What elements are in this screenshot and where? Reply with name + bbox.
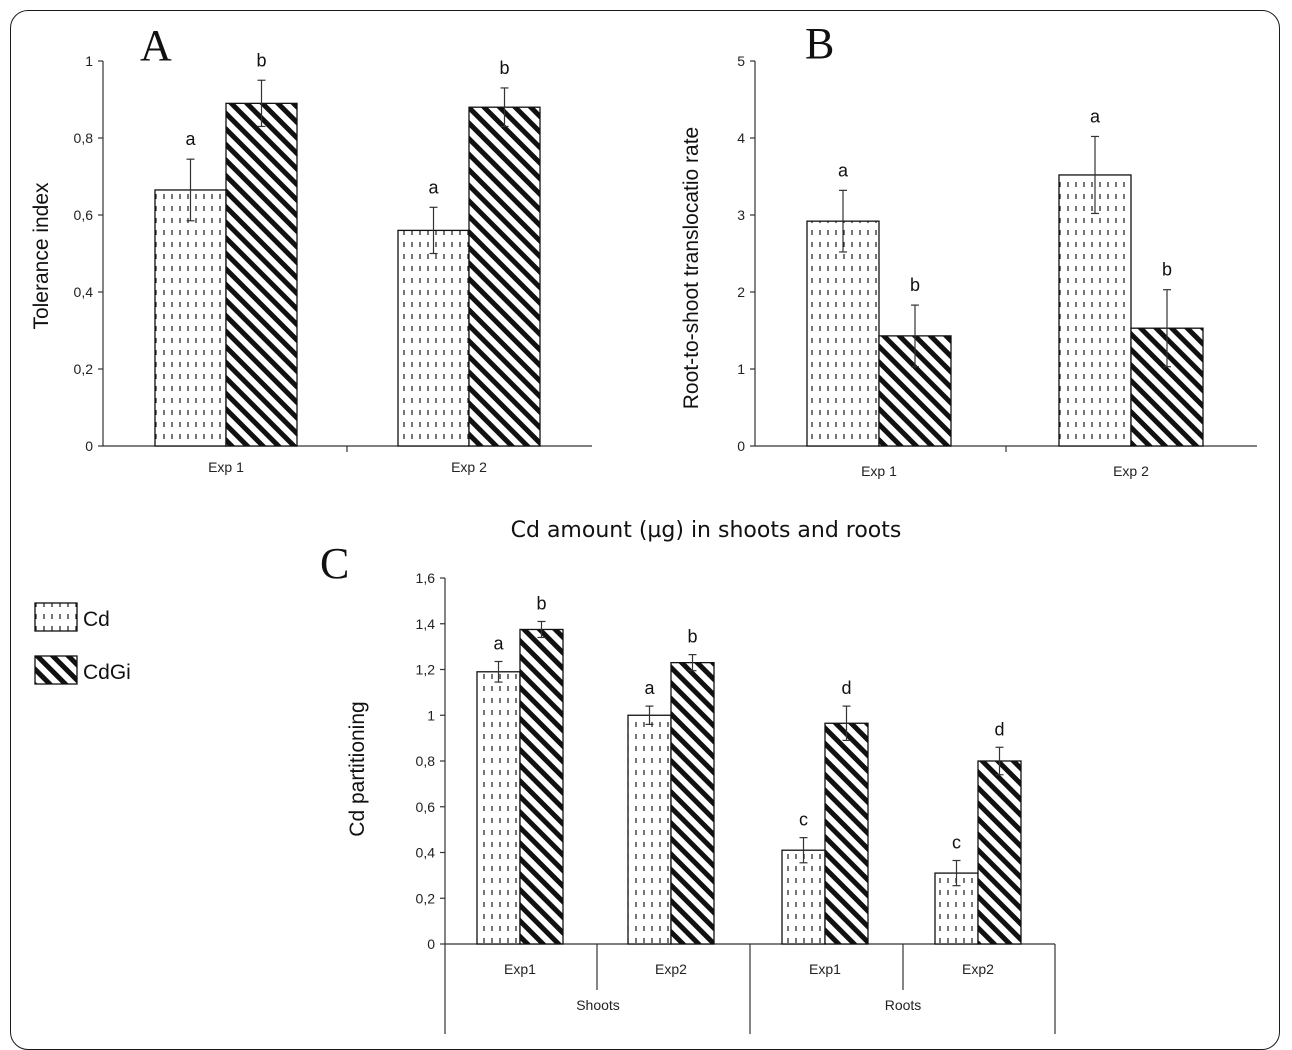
y-tick-label-c: 1 [427, 707, 435, 723]
significance-letter-a: b [499, 58, 509, 78]
legend-swatch-cd [34, 602, 78, 632]
x-tick-label-c: Exp1 [504, 961, 536, 977]
significance-letter-a: a [428, 177, 439, 197]
y-tick-label-b: 5 [737, 53, 745, 69]
significance-letter-b: a [838, 160, 849, 180]
y-tick-label-a: 0,6 [74, 207, 94, 223]
y-tick-label-c: 0,8 [416, 753, 436, 769]
y-tick-label-b: 0 [737, 438, 745, 454]
significance-letter-c: b [687, 627, 697, 647]
x-tick-label-a: Exp 2 [451, 459, 487, 475]
y-tick-label-b: 2 [737, 284, 745, 300]
bar-a-cdgi [225, 102, 298, 447]
group-label-c: Shoots [576, 997, 620, 1013]
x-tick-label-b: Exp 2 [1113, 463, 1149, 479]
x-tick-label-c: Exp1 [809, 961, 841, 977]
y-tick-label-c: 1,4 [416, 616, 436, 632]
y-tick-label-c: 0,2 [416, 890, 436, 906]
y-tick-label-a: 1 [85, 53, 93, 69]
legend: Cd CdGi [34, 602, 131, 685]
bar-c-cd [627, 714, 672, 945]
y-tick-label-c: 1,2 [416, 662, 436, 678]
group-label-c: Roots [885, 997, 922, 1013]
bar-c-cdgi [977, 760, 1022, 945]
significance-letter-a: b [256, 50, 266, 70]
significance-letter-a: a [185, 129, 196, 149]
panel-letter-c: C [320, 539, 349, 588]
x-tick-label-a: Exp 1 [208, 459, 244, 475]
significance-letter-c: d [994, 719, 1004, 739]
y-tick-label-a: 0,8 [74, 130, 94, 146]
significance-letter-b: b [1162, 260, 1172, 280]
bar-c-cdgi [670, 661, 715, 945]
significance-letter-c: a [644, 678, 655, 698]
bar-b-cd [1058, 174, 1132, 447]
x-tick-label-b: Exp 1 [861, 463, 897, 479]
legend-swatch-cdgi [34, 655, 78, 685]
bar-c-cdgi [519, 628, 564, 945]
bar-c-cd [476, 671, 521, 945]
panel-c-title: Cd amount (µg) in shoots and roots [511, 518, 902, 543]
panel-c-chart: 0 0,2 0,4 0,6 0,8 1 1,2 1,4 1,6 a b Exp1 a b Exp2 c d Exp… [416, 570, 1056, 1034]
significance-letter-c: b [536, 593, 546, 613]
significance-letter-c: c [799, 810, 808, 830]
y-tick-label-a: 0 [85, 438, 93, 454]
panel-a-chart: 0 0,2 0,4 0,6 0,8 1 a b Exp 1 a b Exp 2 [74, 50, 592, 475]
y-tick-label-b: 1 [737, 361, 745, 377]
y-tick-label-b: 3 [737, 207, 745, 223]
bar-c-cd [781, 849, 826, 945]
y-tick-label-b: 4 [737, 130, 745, 146]
y-tick-label-c: 0,4 [416, 845, 436, 861]
significance-letter-c: a [493, 633, 504, 653]
bar-a-cd [397, 229, 470, 447]
panel-b-ylabel: Root-to-shoot translocatio rate [680, 127, 703, 409]
significance-letter-c: d [841, 678, 851, 698]
bar-c-cdgi [824, 722, 869, 945]
significance-letter-c: c [952, 833, 961, 853]
panel-letter-b: B [805, 19, 834, 68]
y-tick-label-c: 0,6 [416, 799, 436, 815]
panel-b-chart: 0 1 2 3 4 5 a b Exp 1 a b Exp 2 [737, 53, 1257, 479]
x-tick-label-c: Exp2 [962, 961, 994, 977]
bar-a-cdgi [468, 106, 541, 447]
panel-c-ylabel: Cd partitioning [346, 701, 369, 836]
x-tick-label-c: Exp2 [655, 961, 687, 977]
y-tick-label-c: 0 [427, 936, 435, 952]
legend-label-cdgi: CdGi [83, 661, 131, 684]
significance-letter-b: b [910, 275, 920, 295]
bar-b-cd [806, 220, 880, 447]
y-tick-label-a: 0,2 [74, 361, 94, 377]
panel-a-ylabel: Tolerance index [30, 182, 53, 330]
legend-label-cd: Cd [83, 608, 110, 631]
bar-a-cd [154, 189, 227, 447]
significance-letter-b: a [1090, 106, 1101, 126]
y-tick-label-c: 1,6 [416, 570, 436, 586]
panel-letter-a: A [140, 21, 172, 70]
y-tick-label-a: 0,4 [74, 284, 94, 300]
